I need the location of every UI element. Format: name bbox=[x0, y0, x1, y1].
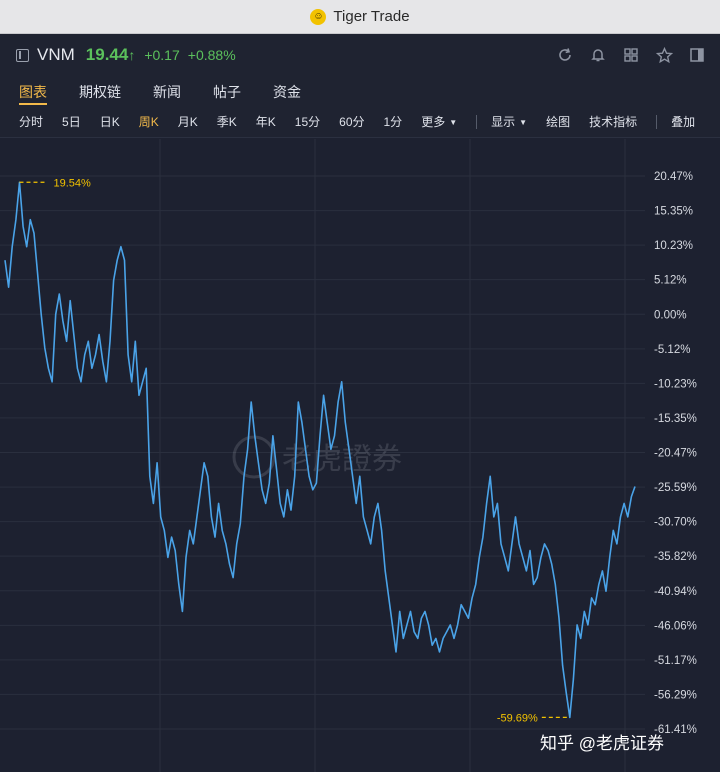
y-tick-label: -46.06% bbox=[654, 620, 697, 632]
star-icon[interactable] bbox=[653, 44, 675, 66]
price-series-line bbox=[4, 181, 636, 719]
header-tools bbox=[543, 34, 708, 76]
y-tick-label: 5.12% bbox=[654, 275, 687, 287]
period-1min[interactable]: 1分 bbox=[383, 115, 403, 129]
y-tick-label: 20.47% bbox=[654, 171, 693, 183]
site-watermark-text: 知乎 @老虎证券 bbox=[540, 734, 664, 753]
period-monthly[interactable]: 月K bbox=[177, 115, 198, 129]
caret-down-icon: ▼ bbox=[449, 118, 458, 127]
price-change-percent: +0.88% bbox=[187, 47, 236, 63]
period-quarterly[interactable]: 季K bbox=[216, 115, 237, 129]
period-yearly[interactable]: 年K bbox=[255, 115, 276, 129]
bell-icon[interactable] bbox=[587, 44, 609, 66]
y-axis-labels: 20.47% 15.35% 10.23% 5.12% 0.00% -5.12% -10.23… bbox=[654, 171, 697, 736]
y-tick-label: -30.70% bbox=[654, 517, 697, 529]
horizontal-gridlines bbox=[0, 175, 645, 730]
price-change: +0.17 bbox=[144, 47, 180, 63]
extreme-markers: 19.54% -59.69% bbox=[19, 177, 570, 724]
tab-options-chain[interactable]: 期权链 bbox=[79, 84, 121, 100]
y-tick-label: -20.47% bbox=[654, 448, 697, 460]
y-tick-label: 15.35% bbox=[654, 206, 693, 218]
chart-canvas[interactable]: 老虎證券 19.54% -59.69% 20.47% 15.35% 10.23% 5.1… bbox=[0, 139, 720, 772]
indicators-button[interactable]: 技术指标 bbox=[589, 115, 638, 129]
tab-capital-flow[interactable]: 资金 bbox=[273, 84, 301, 100]
period-intraday[interactable]: 分时 bbox=[19, 115, 44, 129]
tab-chart[interactable]: 图表 bbox=[19, 76, 47, 106]
last-price: 19.44 bbox=[85, 45, 129, 64]
y-tick-label: -25.59% bbox=[654, 482, 697, 494]
window-titlebar: ☺ Tiger Trade bbox=[0, 0, 720, 34]
period-daily[interactable]: 日K bbox=[99, 115, 120, 129]
y-tick-label: 0.00% bbox=[654, 309, 687, 321]
y-tick-label: -15.35% bbox=[654, 413, 697, 425]
display-dropdown[interactable]: 显示 ▼ bbox=[491, 113, 527, 130]
overlay-button[interactable]: 叠加 bbox=[671, 115, 696, 129]
period-15min[interactable]: 15分 bbox=[294, 115, 321, 129]
draw-button[interactable]: 绘图 bbox=[546, 115, 571, 129]
toolbar-divider bbox=[656, 114, 658, 129]
y-tick-label: -5.12% bbox=[654, 344, 690, 356]
grid-layout-icon[interactable] bbox=[620, 44, 642, 66]
window-title: Tiger Trade bbox=[333, 8, 410, 25]
vertical-gridlines bbox=[159, 139, 626, 772]
side-panel-icon[interactable] bbox=[686, 44, 708, 66]
stock-symbol: VNM bbox=[37, 45, 75, 64]
y-tick-label: -51.17% bbox=[654, 655, 697, 667]
y-tick-label: -61.41% bbox=[654, 724, 697, 736]
quote-header: VNM 19.44 ↑ +0.17 +0.88% bbox=[0, 34, 720, 76]
watermark-logo-icon bbox=[232, 435, 276, 479]
y-tick-label: -56.29% bbox=[654, 689, 697, 701]
period-weekly[interactable]: 周K bbox=[138, 115, 159, 129]
content-tabs: 图表 期权链 新闻 帖子 资金 bbox=[0, 76, 720, 106]
watermark: 老虎證券 bbox=[232, 435, 402, 479]
watermark-text: 老虎證券 bbox=[282, 443, 402, 476]
tiger-logo-icon: ☺ bbox=[310, 8, 327, 25]
caret-down-icon: ▼ bbox=[519, 118, 528, 127]
price-chart[interactable]: 老虎證券 19.54% -59.69% 20.47% 15.35% 10.23% 5.1… bbox=[0, 139, 720, 772]
max-marker-label: 19.54% bbox=[53, 177, 91, 189]
min-marker-label: -59.69% bbox=[497, 712, 538, 724]
period-toolbar: 分时 5日 日K 周K 月K 季K 年K 15分 60分 1分 更多 ▼ 显示 ▼ … bbox=[0, 106, 720, 138]
tab-posts[interactable]: 帖子 bbox=[213, 84, 241, 100]
y-tick-label: -10.23% bbox=[654, 378, 697, 390]
period-5day[interactable]: 5日 bbox=[62, 115, 81, 129]
refresh-icon[interactable] bbox=[554, 44, 576, 66]
tab-news[interactable]: 新闻 bbox=[153, 84, 181, 100]
y-tick-label: 10.23% bbox=[654, 240, 693, 252]
period-60min[interactable]: 60分 bbox=[339, 115, 365, 129]
up-arrow-icon: ↑ bbox=[128, 47, 136, 63]
sidebar-toggle-icon[interactable] bbox=[16, 48, 29, 62]
display-label: 显示 bbox=[491, 115, 516, 129]
more-label: 更多 bbox=[421, 115, 446, 129]
more-periods-dropdown[interactable]: 更多 ▼ bbox=[421, 113, 457, 130]
toolbar-divider bbox=[476, 114, 478, 129]
y-tick-label: -35.82% bbox=[654, 551, 697, 563]
y-tick-label: -40.94% bbox=[654, 586, 697, 598]
